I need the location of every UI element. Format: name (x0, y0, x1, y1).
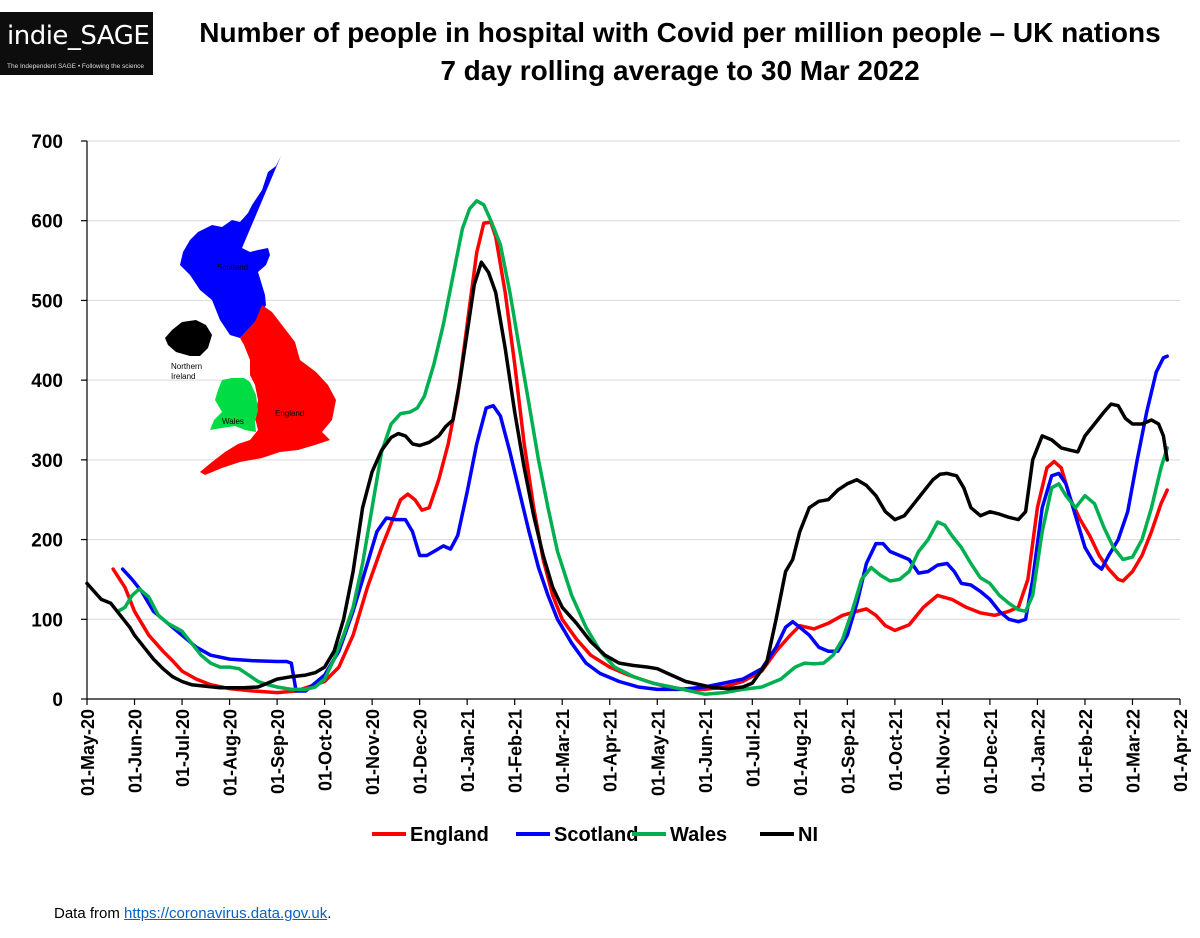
axes (81, 140, 1181, 705)
x-tick-label-01-Dec-21: 01-Dec-21 (981, 709, 1001, 794)
x-tick-label-01-Dec-20: 01-Dec-20 (411, 709, 431, 794)
source-suffix: . (327, 905, 332, 922)
ni-shape (165, 320, 212, 356)
scotland-shape (180, 156, 281, 338)
y-tick-label-500: 500 (31, 291, 63, 312)
x-tick-label-01-Jul-20: 01-Jul-20 (173, 709, 193, 787)
x-tick-label-01-Apr-22: 01-Apr-22 (1171, 709, 1191, 792)
x-tick-label-01-Jul-21: 01-Jul-21 (743, 709, 763, 787)
y-tick-label-600: 600 (31, 212, 63, 233)
x-tick-label-01-Sep-20: 01-Sep-20 (268, 709, 288, 794)
y-tick-label-300: 300 (31, 451, 63, 472)
x-tick-label-01-Feb-22: 01-Feb-22 (1076, 709, 1096, 793)
y-tick-label-700: 700 (31, 132, 63, 153)
legend: England Scotland Wales NI (372, 824, 818, 846)
x-tick-label-01-Oct-20: 01-Oct-20 (316, 709, 336, 791)
logo-name: indie_SAGE (7, 21, 150, 51)
series-line-england (111, 220, 1169, 695)
legend-label-ni: NI (798, 824, 818, 846)
title-line-1: Number of people in hospital with Covid … (199, 17, 1161, 48)
y-tick-label-0: 0 (52, 690, 63, 711)
source-link[interactable]: https://coronavirus.data.gov.uk (124, 905, 328, 922)
x-tick-label-01-Nov-21: 01-Nov-21 (933, 709, 953, 795)
logo-tagline: The Independent SAGE • Following the sci… (7, 63, 145, 70)
x-tick-label-01-Sep-21: 01-Sep-21 (838, 709, 858, 794)
x-tick-label-01-Mar-22: 01-Mar-22 (1123, 709, 1143, 793)
title-line-2: 7 day rolling average to 30 Mar 2022 (440, 55, 920, 86)
data-source-note: Data from https://coronavirus.data.gov.u… (54, 905, 331, 922)
map-label-ni-2: Ireland (171, 372, 195, 381)
uk-map-inset: Scotland Northern Ireland Wales England (165, 156, 336, 475)
x-tick-label-01-Apr-21: 01-Apr-21 (601, 709, 621, 792)
gridlines (87, 140, 1180, 620)
x-tick-label-01-Jan-21: 01-Jan-21 (458, 709, 478, 792)
x-axis-ticks: 01-May-20 01-Jun-20 01-Jul-20 01-Aug-20 01-S… (78, 709, 1191, 796)
series-line-wales (116, 199, 1169, 696)
x-tick-label-01-Oct-21: 01-Oct-21 (886, 709, 906, 791)
england-shape (200, 305, 336, 475)
wales-shape (210, 378, 258, 432)
legend-label-scotland: Scotland (554, 824, 638, 846)
series-lines (85, 199, 1169, 696)
map-label-wales: Wales (222, 417, 244, 426)
x-tick-label-01-Feb-21: 01-Feb-21 (506, 709, 526, 793)
y-tick-label-400: 400 (31, 371, 63, 392)
legend-label-england: England (410, 824, 489, 846)
legend-label-wales: Wales (670, 824, 727, 846)
map-label-ni-1: Northern (171, 362, 202, 371)
source-prefix: Data from (54, 905, 125, 922)
series-line-ni (85, 260, 1169, 691)
map-label-england: England (275, 409, 304, 418)
x-tick-label-01-Jun-21: 01-Jun-21 (696, 709, 716, 793)
x-tick-label-01-Aug-21: 01-Aug-21 (791, 709, 811, 796)
x-tick-label-01-Mar-21: 01-Mar-21 (553, 709, 573, 793)
x-tick-label-01-Jan-22: 01-Jan-22 (1028, 709, 1048, 792)
y-axis-ticks: 0 100 200 300 400 500 600 700 (31, 132, 63, 711)
indie-sage-logo: indie_SAGE The Independent SAGE • Follow… (0, 12, 153, 75)
y-tick-label-100: 100 (31, 610, 63, 631)
x-tick-label-01-May-20: 01-May-20 (78, 709, 98, 796)
x-tick-label-01-Nov-20: 01-Nov-20 (363, 709, 383, 795)
x-tick-label-01-Aug-20: 01-Aug-20 (221, 709, 241, 796)
map-label-scotland: Scotland (217, 263, 248, 272)
x-tick-label-01-May-21: 01-May-21 (648, 709, 668, 796)
x-tick-label-01-Jun-20: 01-Jun-20 (126, 709, 146, 793)
y-tick-label-200: 200 (31, 531, 63, 552)
chart-title: Number of people in hospital with Covid … (160, 14, 1200, 90)
